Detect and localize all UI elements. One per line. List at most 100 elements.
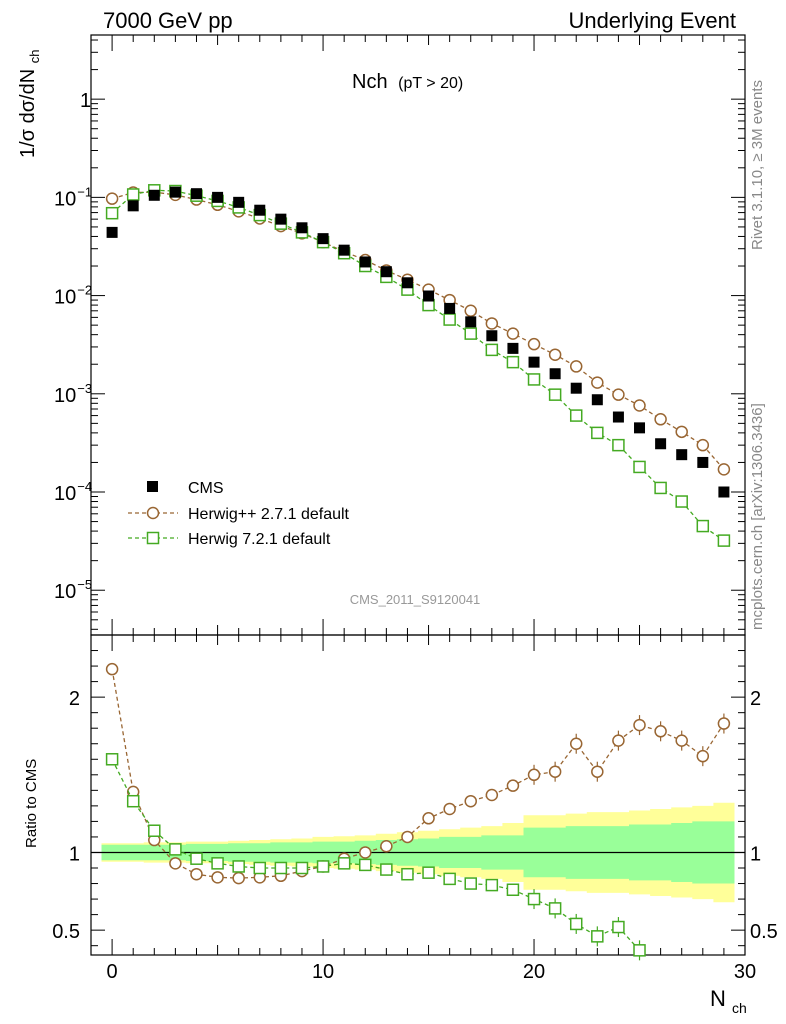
legend: CMS Herwig++ 2.7.1 default Herwig 7.2.1 … xyxy=(128,480,350,548)
cms-point xyxy=(570,382,582,394)
herwigpp-ratio-point xyxy=(717,717,731,730)
herwigpp-ratio-line xyxy=(111,669,725,879)
y-axis-label-sub: ch xyxy=(27,50,42,64)
herwig7-ratio-point xyxy=(422,866,435,879)
herwig7-point xyxy=(633,460,646,474)
cms-point xyxy=(486,330,498,342)
herwigpp-ratio-point xyxy=(464,794,477,808)
herwigpp-line xyxy=(111,191,725,470)
cms-point xyxy=(338,244,350,256)
cms-point xyxy=(612,411,624,423)
herwigpp-ratio-point xyxy=(401,830,414,844)
herwig7-ratio-point xyxy=(633,944,646,957)
herwigpp-ratio-point xyxy=(105,662,119,676)
y-tick-label: 10−1 xyxy=(54,184,92,210)
herwig7-point xyxy=(654,481,667,495)
herwig7-ratio-point xyxy=(232,860,245,873)
y-axis-label: 1/σ dσ/dN ch xyxy=(17,50,42,158)
y-tick-label-base: 10 xyxy=(54,287,76,309)
plot-title: Nch (pT > 20) xyxy=(352,71,463,93)
cms-point xyxy=(444,302,456,314)
cms-point xyxy=(190,188,202,200)
herwig7-ratio-point xyxy=(527,892,541,906)
herwigpp-ratio-point xyxy=(211,871,224,884)
legend-herwigpp-marker xyxy=(146,506,160,520)
herwig7-point xyxy=(548,388,562,401)
cms-point xyxy=(676,449,688,461)
cms-point xyxy=(528,356,540,368)
y-tick-label-exponent: −2 xyxy=(77,283,92,298)
ratio-y-tick-label-left: 2 xyxy=(69,688,80,710)
herwigpp-point xyxy=(675,425,688,439)
y-tick-label-base: 10 xyxy=(54,581,76,603)
cms-point xyxy=(634,422,646,434)
herwigpp-point xyxy=(717,463,731,476)
legend-herwig7-marker xyxy=(146,531,160,545)
cms-point xyxy=(106,226,118,238)
cms-point xyxy=(507,342,519,354)
main-plot-series xyxy=(105,184,731,547)
herwigpp-point xyxy=(654,413,667,426)
herwigpp-ratio-point xyxy=(443,802,456,816)
y-tick-label: 10−4 xyxy=(54,479,92,505)
plot-title-main: Nch xyxy=(352,71,388,93)
herwig7-point xyxy=(569,409,583,422)
cms-point xyxy=(296,222,308,234)
ratio-y-tick-label-left: 0.5 xyxy=(52,921,80,943)
herwig7-ratio-point xyxy=(380,863,393,876)
y-tick-label-exponent: −1 xyxy=(77,184,92,199)
herwigpp-point xyxy=(548,348,562,361)
herwigpp-ratio-point xyxy=(380,840,393,853)
rivet-label: Rivet 3.1.10, ≥ 3M events xyxy=(749,80,766,250)
x-tick-label: 30 xyxy=(734,961,756,983)
cms-point xyxy=(233,196,245,208)
herwig7-point xyxy=(591,426,604,440)
herwig7-ratio-point xyxy=(612,920,625,934)
cms-point xyxy=(359,256,371,268)
x-tick-label: 0 xyxy=(107,961,118,983)
legend-herwig7-label: Herwig 7.2.1 default xyxy=(188,531,331,548)
herwigpp-ratio-point xyxy=(190,867,203,881)
herwig7-ratio-point xyxy=(253,861,267,875)
cms-point xyxy=(275,213,287,225)
herwigpp-ratio-point xyxy=(485,788,499,802)
y-tick-label-exponent: −3 xyxy=(77,381,92,396)
cms-point xyxy=(465,316,477,328)
herwigpp-ratio-point xyxy=(569,737,583,750)
cms-point xyxy=(423,290,435,302)
ratio-y-tick-label-right: 1 xyxy=(750,843,761,865)
herwig7-point xyxy=(464,327,477,340)
herwigpp-point xyxy=(527,337,541,351)
herwigpp-ratio-point xyxy=(612,734,625,747)
cms-point xyxy=(697,456,709,468)
legend-herwigpp-label: Herwig++ 2.7.1 default xyxy=(188,506,350,523)
herwig7-ratio-point xyxy=(148,824,161,837)
herwig7-point xyxy=(105,206,119,220)
ratio-y-tick-label-right: 2 xyxy=(750,688,761,710)
y-tick-label: 10−2 xyxy=(54,283,92,309)
herwig7-point xyxy=(485,343,499,357)
cms-point xyxy=(148,189,160,201)
herwig7-ratio-point xyxy=(569,917,583,931)
herwig7-point xyxy=(675,495,688,508)
ratio-plot-axes: 0.5 0.51 12 20 10 20 30 xyxy=(52,634,778,983)
herwigpp-point xyxy=(612,388,625,401)
main-plot-axes: 110−110−210−310−410−5 xyxy=(54,34,746,636)
y-tick-label-base: 10 xyxy=(54,188,76,210)
herwig7-ratio-point xyxy=(443,872,456,886)
herwig7-ratio-point xyxy=(337,857,351,870)
herwig7-ratio-point xyxy=(506,883,520,897)
herwig7-ratio-point xyxy=(105,753,119,766)
header-left: 7000 GeV pp xyxy=(103,8,233,33)
herwigpp-point xyxy=(569,360,583,373)
legend-cms-label: CMS xyxy=(188,480,224,497)
herwigpp-ratio-point xyxy=(422,812,435,825)
herwigpp-ratio-point xyxy=(548,765,562,778)
herwig7-ratio-point xyxy=(211,857,224,870)
cms-point xyxy=(401,277,413,289)
herwigpp-ratio-point xyxy=(359,846,372,859)
cms-point xyxy=(212,191,224,203)
cms-point xyxy=(127,200,139,212)
y-tick-label-base: 1 xyxy=(80,90,91,112)
